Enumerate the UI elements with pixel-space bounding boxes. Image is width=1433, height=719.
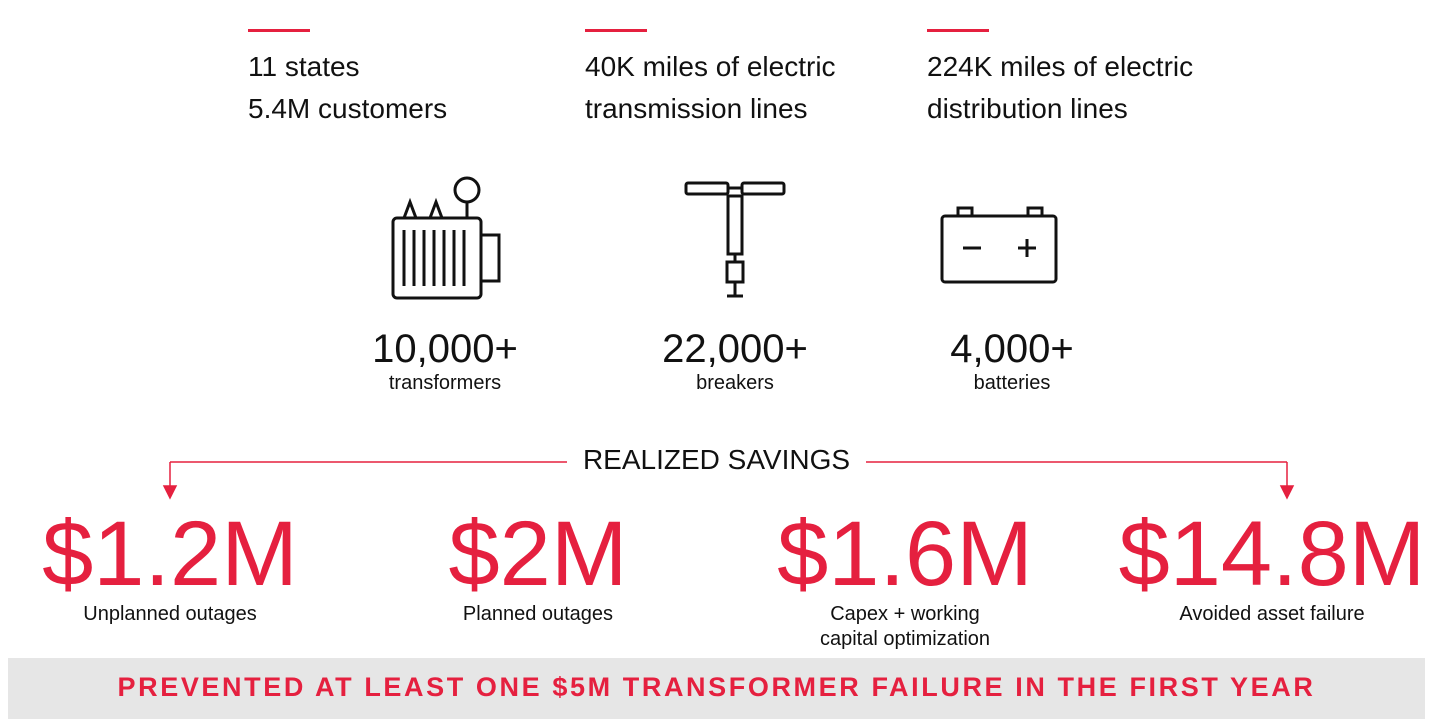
saving-value: $2M — [448, 503, 628, 605]
saving-label: Capex + working — [830, 603, 980, 625]
asset-value: 4,000+ — [950, 327, 1074, 371]
asset: 22,000+ breakers — [615, 327, 855, 395]
battery-icon — [940, 206, 1058, 284]
asset: 10,000+ transformers — [325, 327, 565, 395]
saving: $2M Planned outages — [368, 506, 708, 627]
breaker-icon — [684, 181, 786, 298]
saving: $14.8M Avoided asset failure — [1102, 506, 1433, 627]
stat-line: 40K miles of electric — [585, 51, 836, 82]
saving-label: Unplanned outages — [83, 603, 257, 625]
asset-label: transformers — [388, 372, 502, 394]
stat: 40K miles of electric transmission lines — [585, 46, 836, 130]
accent-line — [248, 29, 310, 32]
banner: PREVENTED AT LEAST ONE $5M TRANSFORMER F… — [8, 658, 1425, 719]
asset-label: breakers — [696, 372, 774, 394]
savings-title-wrap: REALIZED SAVINGS — [0, 444, 1433, 476]
asset: 4,000+ batteries — [892, 327, 1132, 395]
saving: $1.2M Unplanned outages — [0, 506, 340, 627]
stat: 11 states 5.4M customers — [248, 46, 447, 130]
stat-line: distribution lines — [927, 93, 1128, 124]
stat-line: 11 states — [248, 51, 360, 82]
stat-line: 5.4M customers — [248, 93, 448, 124]
asset-value: 10,000+ — [372, 327, 518, 371]
saving: $1.6M Capex + working capital optimizati… — [735, 506, 1075, 652]
asset-value: 22,000+ — [662, 327, 808, 371]
saving-value: $14.8M — [1118, 503, 1426, 605]
transformer-icon — [391, 176, 501, 300]
saving-label: Avoided asset failure — [1179, 603, 1365, 625]
saving-label: capital optimization — [819, 628, 991, 650]
accent-line — [927, 29, 989, 32]
savings-title: REALIZED SAVINGS — [566, 444, 867, 475]
stat: 224K miles of electric distribution line… — [927, 46, 1193, 130]
accent-line — [585, 29, 647, 32]
stat-line: 224K miles of electric — [927, 51, 1194, 82]
asset-label: batteries — [973, 372, 1051, 394]
saving-value: $1.6M — [777, 503, 1033, 605]
saving-value: $1.2M — [42, 503, 298, 605]
saving-label: Planned outages — [462, 603, 614, 625]
stat-line: transmission lines — [585, 93, 808, 124]
